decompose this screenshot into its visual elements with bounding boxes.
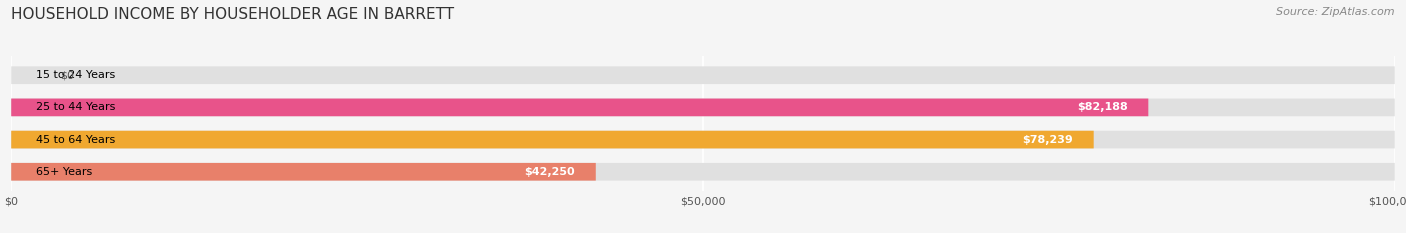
Text: $78,239: $78,239 [1022, 135, 1073, 145]
Text: HOUSEHOLD INCOME BY HOUSEHOLDER AGE IN BARRETT: HOUSEHOLD INCOME BY HOUSEHOLDER AGE IN B… [11, 7, 454, 22]
Text: $82,188: $82,188 [1077, 102, 1128, 112]
Text: 65+ Years: 65+ Years [37, 167, 93, 177]
Text: $42,250: $42,250 [524, 167, 575, 177]
Text: 25 to 44 Years: 25 to 44 Years [37, 102, 115, 112]
FancyBboxPatch shape [11, 66, 1395, 84]
FancyBboxPatch shape [11, 131, 1395, 148]
FancyBboxPatch shape [11, 163, 596, 181]
Text: 15 to 24 Years: 15 to 24 Years [37, 70, 115, 80]
FancyBboxPatch shape [11, 131, 1094, 148]
Text: $0: $0 [59, 70, 73, 80]
FancyBboxPatch shape [11, 99, 1149, 116]
FancyBboxPatch shape [11, 99, 1395, 116]
FancyBboxPatch shape [11, 163, 1395, 181]
Text: 45 to 64 Years: 45 to 64 Years [37, 135, 115, 145]
Text: Source: ZipAtlas.com: Source: ZipAtlas.com [1277, 7, 1395, 17]
